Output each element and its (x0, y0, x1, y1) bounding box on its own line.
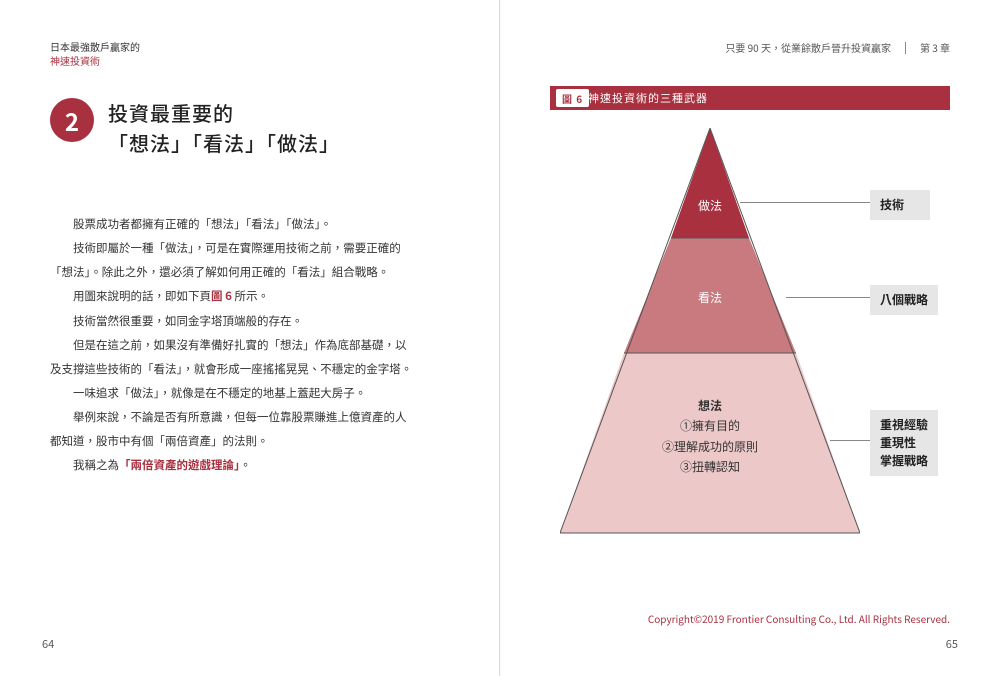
section-title-line2: 「想法」「看法」「做法」 (108, 128, 340, 158)
para-cont: 都知道，股市中有個「兩倍資產」的法則。 (50, 429, 449, 453)
book-title-line2: 神速投資術 (50, 54, 449, 68)
book-spread: 日本最強散戶贏家的 神速投資術 2 投資最重要的 「想法」「看法」「做法」 股票… (0, 0, 1000, 676)
para: 技術即屬於一種「做法」，可是在實際運用技術之前，需要正確的 (50, 236, 449, 260)
page-number-left: 64 (42, 636, 54, 652)
tier-label-top: 做法 (620, 196, 800, 216)
connector-line (786, 297, 870, 298)
tier-label-mid: 看法 (620, 288, 800, 308)
pyramid-tier-top (671, 128, 749, 238)
para: 用圖來說明的話，即如下頁圖 6 所示。 (50, 284, 449, 308)
connector-line (740, 202, 870, 203)
left-page: 日本最強散戶贏家的 神速投資術 2 投資最重要的 「想法」「看法」「做法」 股票… (0, 0, 500, 676)
section-number-badge: 2 (50, 98, 94, 142)
body-text: 股票成功者都擁有正確的「想法」「看法」「做法」。 技術即屬於一種「做法」，可是在… (50, 212, 449, 478)
para: 一味追求「做法」，就像是在不穩定的地基上蓋起大房子。 (50, 381, 449, 405)
figure-number-badge: 圖 6 (556, 89, 589, 107)
connector-line (830, 440, 870, 441)
running-head: 日本最強散戶贏家的 神速投資術 (50, 40, 449, 68)
para: 技術當然很重要，如同金字塔頂端般的存在。 (50, 309, 449, 333)
para: 股票成功者都擁有正確的「想法」「看法」「做法」。 (50, 212, 449, 236)
chapter-label: 第 3 章 (920, 40, 950, 55)
para-cont: 「想法」。除此之外，還必須了解如何用正確的「看法」組合戰略。 (50, 260, 449, 284)
copyright-line: Copyright©2019 Frontier Consulting Co., … (648, 611, 950, 626)
chapter-header: 只要 90 天，從業餘散戶晉升投資贏家 第 3 章 (725, 40, 950, 55)
theory-term: 「兩倍資產的遊戲理論」 (119, 457, 240, 473)
figure-title: 神速投資術的三種武器 (588, 90, 708, 106)
section-heading: 2 投資最重要的 「想法」「看法」「做法」 (50, 98, 449, 158)
para: 我稱之為「兩倍資產的遊戲理論」。 (50, 453, 449, 477)
para: 但是在這之前，如果沒有準備好扎實的「想法」作為底部基礎，以 (50, 333, 449, 357)
side-label-mid: 八個戰略 (870, 285, 938, 315)
chapter-subtitle: 只要 90 天，從業餘散戶晉升投資贏家 (725, 40, 891, 55)
figure-title-bar: 圖 6 神速投資術的三種武器 (550, 86, 950, 110)
side-label-top: 技術 (870, 190, 930, 220)
section-title-line1: 投資最重要的 (108, 98, 340, 128)
divider (905, 42, 906, 54)
section-title: 投資最重要的 「想法」「看法」「做法」 (108, 98, 340, 158)
para: 舉例來說，不論是否有所意識，但每一位靠股票賺進上億資產的人 (50, 405, 449, 429)
page-number-right: 65 (946, 636, 958, 652)
para-cont: 及支撐這些技術的「看法」，就會形成一座搖搖晃晃、不穩定的金字塔。 (50, 357, 449, 381)
pyramid-diagram: 做法 看法 想法 ①擁有目的 ②理解成功的原則 ③扭轉認知 技術 八個戰略 重視… (550, 128, 950, 568)
tier-label-bottom: 想法 ①擁有目的 ②理解成功的原則 ③扭轉認知 (620, 396, 800, 478)
figure-ref: 圖 6 (211, 288, 232, 304)
side-label-bottom: 重視經驗 重現性 掌握戰略 (870, 410, 938, 476)
right-page: 只要 90 天，從業餘散戶晉升投資贏家 第 3 章 圖 6 神速投資術的三種武器 (500, 0, 1000, 676)
book-title-line1: 日本最強散戶贏家的 (50, 40, 449, 54)
